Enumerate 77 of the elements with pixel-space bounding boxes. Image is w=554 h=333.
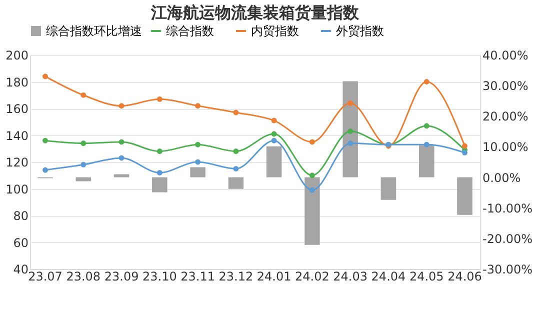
point — [80, 140, 86, 146]
y-tick-label: 60 — [13, 236, 28, 250]
bar — [380, 177, 396, 200]
y2-tick-label: 30.00% — [482, 79, 528, 94]
point — [195, 159, 201, 165]
x-tick-label: 23.10 — [142, 270, 177, 284]
point — [156, 170, 162, 176]
bar — [114, 174, 130, 178]
point — [42, 167, 48, 173]
legend-label: 综合指数 — [166, 24, 214, 38]
point — [118, 155, 124, 161]
legend-label: 内贸指数 — [251, 24, 299, 38]
x-tick-label: 24.04 — [371, 270, 406, 284]
point — [118, 103, 124, 109]
y2-tick-label: 20.00% — [482, 110, 528, 124]
bar — [152, 177, 168, 192]
point — [42, 138, 48, 144]
legend-label: 外贸指数 — [336, 24, 384, 38]
chart-title: 江海航运物流集装箱货量指数 — [150, 3, 360, 22]
bar — [342, 81, 358, 178]
x-tick-label: 24.02 — [295, 270, 330, 284]
point — [80, 162, 86, 168]
y-tick-label: 80 — [13, 209, 28, 223]
point — [424, 79, 430, 84]
x-tick-label: 24.06 — [448, 270, 482, 284]
point — [195, 103, 201, 109]
x-tick-label: 23.11 — [180, 270, 215, 284]
point — [348, 100, 354, 106]
y-tick-label: 100 — [6, 182, 28, 196]
x-tick-label: 23.09 — [104, 270, 139, 284]
bar — [457, 177, 472, 215]
x-tick-label: 24.03 — [333, 270, 368, 284]
point — [462, 143, 468, 149]
y-tick-label: 200 — [6, 48, 28, 62]
x-tick-label: 24.05 — [409, 270, 444, 284]
point — [80, 92, 86, 98]
point — [271, 118, 277, 124]
y2-tick-label: -20.00% — [482, 232, 533, 246]
point — [271, 138, 277, 144]
point — [309, 187, 315, 193]
point — [309, 139, 315, 145]
y-tick-label: 160 — [6, 102, 28, 116]
bar — [190, 167, 206, 178]
y2-tick-label: -30.00% — [482, 262, 533, 276]
point — [462, 150, 468, 156]
point — [233, 148, 239, 154]
point — [348, 140, 354, 146]
point — [233, 110, 239, 116]
point — [424, 142, 430, 148]
point — [118, 139, 124, 145]
point — [156, 96, 162, 102]
x-tick-label: 23.08 — [66, 270, 101, 284]
x-tick-label: 23.07 — [28, 270, 62, 284]
bar — [304, 177, 320, 245]
point — [42, 74, 48, 80]
point — [424, 123, 430, 129]
bar — [418, 145, 434, 178]
point — [309, 172, 315, 178]
y2-tick-label: 40.00% — [482, 48, 528, 62]
point — [348, 128, 354, 134]
y-tick-label: 140 — [6, 128, 28, 143]
y-tick-label: 180 — [6, 75, 28, 90]
legend-label: 综合指数环比增速 — [46, 24, 142, 38]
point — [156, 148, 162, 154]
bar — [228, 177, 244, 189]
point — [233, 166, 239, 172]
x-tick-label: 23.12 — [218, 270, 254, 284]
point — [195, 142, 201, 148]
bar — [266, 146, 282, 178]
point — [271, 131, 277, 137]
y2-tick-label: 0.00% — [482, 170, 521, 185]
y-tick-label: 40 — [13, 262, 28, 276]
y2-tick-label: 10.00% — [482, 140, 528, 154]
x-tick-label: 24.01 — [256, 270, 292, 284]
bar — [76, 177, 92, 182]
y2-tick-label: -10.00% — [482, 201, 533, 216]
y-tick-label: 120 — [6, 156, 28, 170]
